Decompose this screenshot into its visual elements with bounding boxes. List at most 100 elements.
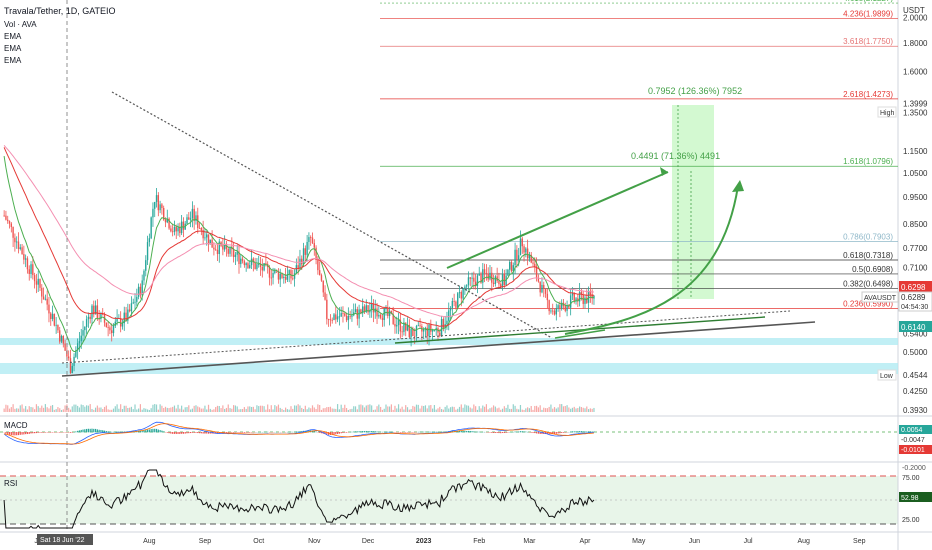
volume-bar — [501, 408, 504, 412]
price-tag-box — [899, 281, 932, 292]
candle-body — [195, 215, 197, 221]
volume-bar — [211, 409, 213, 412]
macd-hist — [141, 430, 143, 433]
volume-bar — [277, 404, 280, 412]
candle-body — [295, 265, 298, 274]
macd-hist — [195, 432, 197, 433]
green-support-line[interactable] — [394, 316, 766, 344]
indicator-ema-2[interactable]: EMA — [4, 44, 22, 53]
macd-hist — [537, 432, 539, 434]
rsi-label[interactable]: RSI — [4, 479, 17, 488]
volume-bar — [179, 408, 181, 412]
rsi-tag-box — [899, 492, 932, 502]
volume-bar — [372, 409, 375, 412]
macd-hist — [32, 432, 34, 434]
macd-hist — [146, 429, 149, 433]
volume-bar — [209, 408, 211, 412]
macd-hist — [419, 431, 421, 433]
volume-bar — [240, 409, 242, 412]
macd-hist — [102, 430, 104, 433]
indicator-ema-1[interactable]: EMA — [4, 32, 22, 41]
candle-body — [76, 343, 79, 351]
candle-body — [249, 265, 251, 269]
macd-hist — [435, 431, 437, 433]
support-trendline[interactable] — [61, 321, 816, 377]
volume-bar — [241, 409, 244, 412]
candle-body — [335, 314, 337, 320]
volume-bar — [392, 409, 394, 412]
macd-hist — [80, 429, 82, 433]
candles — [3, 187, 595, 374]
candle-body — [422, 329, 425, 332]
descending-trendline[interactable] — [111, 91, 553, 339]
macd-hist — [324, 432, 326, 435]
ticker-tag-box — [861, 291, 899, 303]
candle-body — [85, 319, 88, 327]
macd-hist — [150, 429, 152, 433]
macd-hist — [457, 430, 459, 433]
target-label-1: 0.7952 (126.36%) 7952 — [648, 86, 742, 96]
macd-pane[interactable] — [0, 418, 898, 460]
volume-bar — [516, 408, 518, 412]
macd-hist — [120, 431, 122, 433]
volume-bar — [17, 408, 20, 412]
volume-bar — [530, 405, 532, 412]
volume-bar — [229, 408, 231, 412]
macd-label[interactable]: MACD — [4, 421, 28, 430]
candle-body — [5, 215, 7, 220]
candle-body — [376, 308, 378, 317]
projection-arrow[interactable] — [564, 185, 739, 335]
candle-body — [571, 293, 574, 296]
volume-bar — [206, 409, 208, 412]
time-axis-label: Jun — [689, 538, 700, 545]
channel-top-line[interactable] — [446, 171, 669, 269]
volume-bar — [440, 409, 443, 412]
candle-body — [71, 365, 73, 374]
candle-body — [143, 270, 145, 281]
candle-body — [455, 301, 457, 308]
time-axis[interactable]: JunAugSepOctNovDec2023FebMarAprMayJunJul… — [34, 538, 865, 545]
candle-body — [96, 305, 99, 319]
volume-bar — [161, 405, 163, 412]
indicator-ema-3[interactable]: EMA — [4, 56, 22, 65]
macd-hist — [553, 432, 556, 435]
volume-bar — [559, 404, 561, 412]
rsi-pane[interactable] — [0, 476, 898, 524]
volume-bar — [349, 409, 351, 412]
macd-hist — [354, 431, 357, 433]
volume-bar — [182, 409, 185, 412]
macd-hist — [177, 432, 179, 434]
volume-bar — [138, 408, 140, 412]
candle-body — [243, 261, 246, 266]
volume-bar — [371, 405, 373, 412]
candle-body — [193, 208, 195, 221]
candle-body — [396, 325, 398, 327]
candle-body — [284, 276, 287, 280]
volume-bar — [347, 409, 349, 412]
volume-bar — [390, 404, 392, 412]
volume-bar — [304, 405, 306, 412]
volume-bar — [69, 409, 72, 412]
candle-body — [204, 237, 206, 239]
price-pane[interactable] — [0, 0, 898, 415]
macd-hist — [579, 431, 581, 433]
dotted-support-line[interactable] — [61, 310, 791, 364]
candle-body — [189, 218, 192, 220]
candle-body — [21, 247, 23, 255]
volume-bar — [78, 407, 81, 412]
volume-bar — [505, 407, 507, 412]
macd-hist — [589, 431, 591, 433]
macd-hist — [86, 428, 88, 433]
candle-body — [259, 264, 262, 267]
volume-bar — [435, 409, 437, 412]
candle-body — [428, 324, 430, 337]
volume-bar — [354, 406, 357, 412]
macd-hist — [109, 431, 111, 433]
candle-body — [12, 226, 14, 238]
indicator-vol[interactable]: Vol · AVA — [4, 20, 37, 29]
volume-bar — [548, 406, 550, 412]
macd-hist — [118, 431, 120, 433]
volume-bar — [310, 408, 312, 412]
